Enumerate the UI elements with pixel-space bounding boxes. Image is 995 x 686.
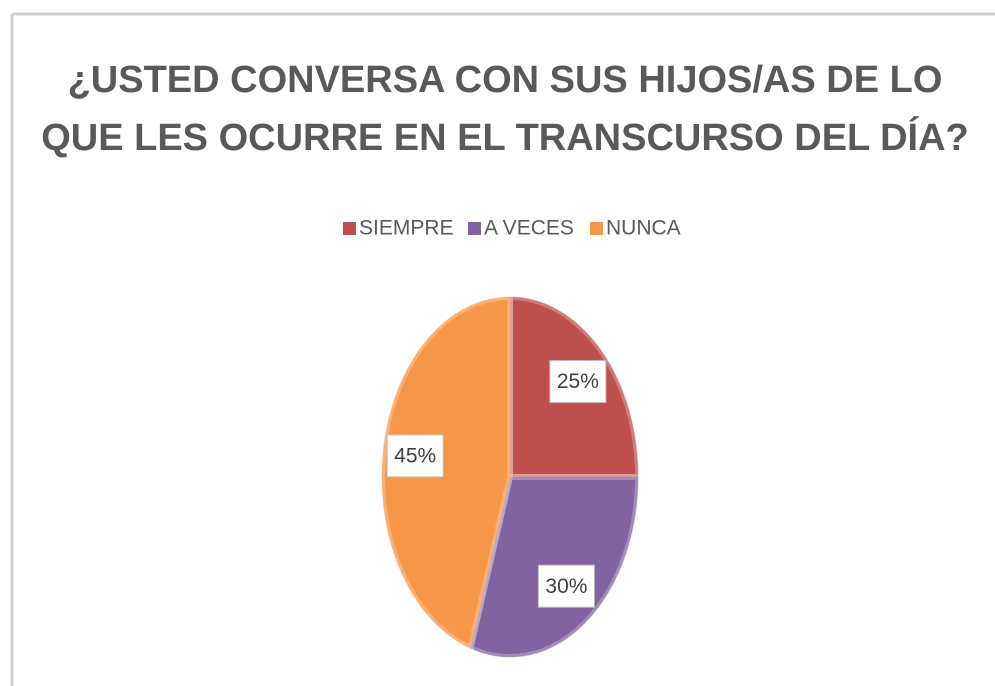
- legend-swatch: [343, 222, 356, 235]
- data-label: 45%: [394, 444, 436, 467]
- chart-title-line: QUE LES OCURRE EN EL TRANSCURSO DEL DÍA?: [41, 115, 969, 159]
- pie-slice: [381, 296, 511, 649]
- pie-slice-rim: [379, 293, 513, 653]
- legend-label: A VECES: [484, 217, 574, 240]
- data-label: 30%: [545, 575, 587, 598]
- legend-swatch: [468, 222, 481, 235]
- chart-title-line: ¿USTED CONVERSA CON SUS HIJOS/AS DE LO: [68, 59, 943, 101]
- pie-slice-rim: [507, 293, 642, 480]
- data-label-box: [537, 564, 595, 608]
- legend-label: NUNCA: [606, 217, 681, 240]
- legend-label: SIEMPRE: [359, 217, 454, 240]
- pie-slice-rim: [466, 474, 642, 660]
- data-label-box: [549, 360, 607, 404]
- data-label: 25%: [557, 370, 599, 393]
- data-label-box: [386, 434, 444, 478]
- legend-swatch: [590, 222, 603, 235]
